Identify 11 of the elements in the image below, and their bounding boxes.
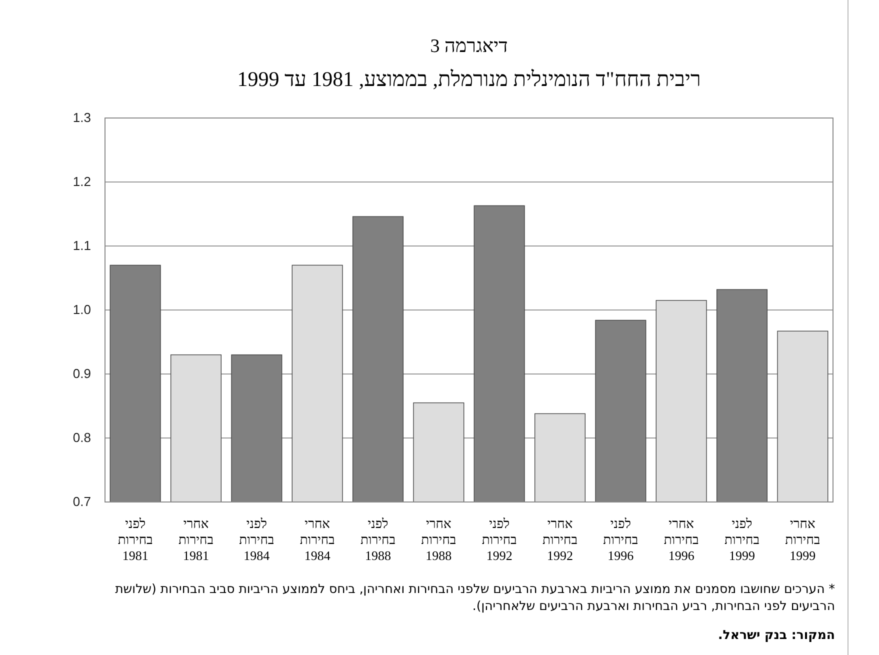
y-tick-label: 0.9 xyxy=(72,366,91,382)
y-tick-label: 1.2 xyxy=(72,174,91,190)
y-tick-label: 0.7 xyxy=(72,494,91,510)
text: המקור: בנק ישראל. xyxy=(717,626,835,643)
y-tick-label: 1.3 xyxy=(72,110,91,126)
y-tick-label: 1.0 xyxy=(72,302,91,318)
text: * הערכים שחושבו מסמנים את ממוצע הריביות בארבעת הרביעים שלפני הבחירות ואחריהן, ביחס לממוצע הריביות סביב הבחירות (שלושת הרביעים לפני הבחירות, רביע הבחירות וארבעת הרביעים שלאחריהן). xyxy=(114,580,835,614)
y-tick-label: 1.1 xyxy=(72,238,91,254)
chart-subtitle: ריבית החח"ד הנומינלית מנורמלת, בממוצע, 1981 עד 1999 xyxy=(237,67,701,91)
y-tick-label: 0.8 xyxy=(72,430,91,446)
chart-title: דיאגרמה 3 xyxy=(430,36,508,57)
